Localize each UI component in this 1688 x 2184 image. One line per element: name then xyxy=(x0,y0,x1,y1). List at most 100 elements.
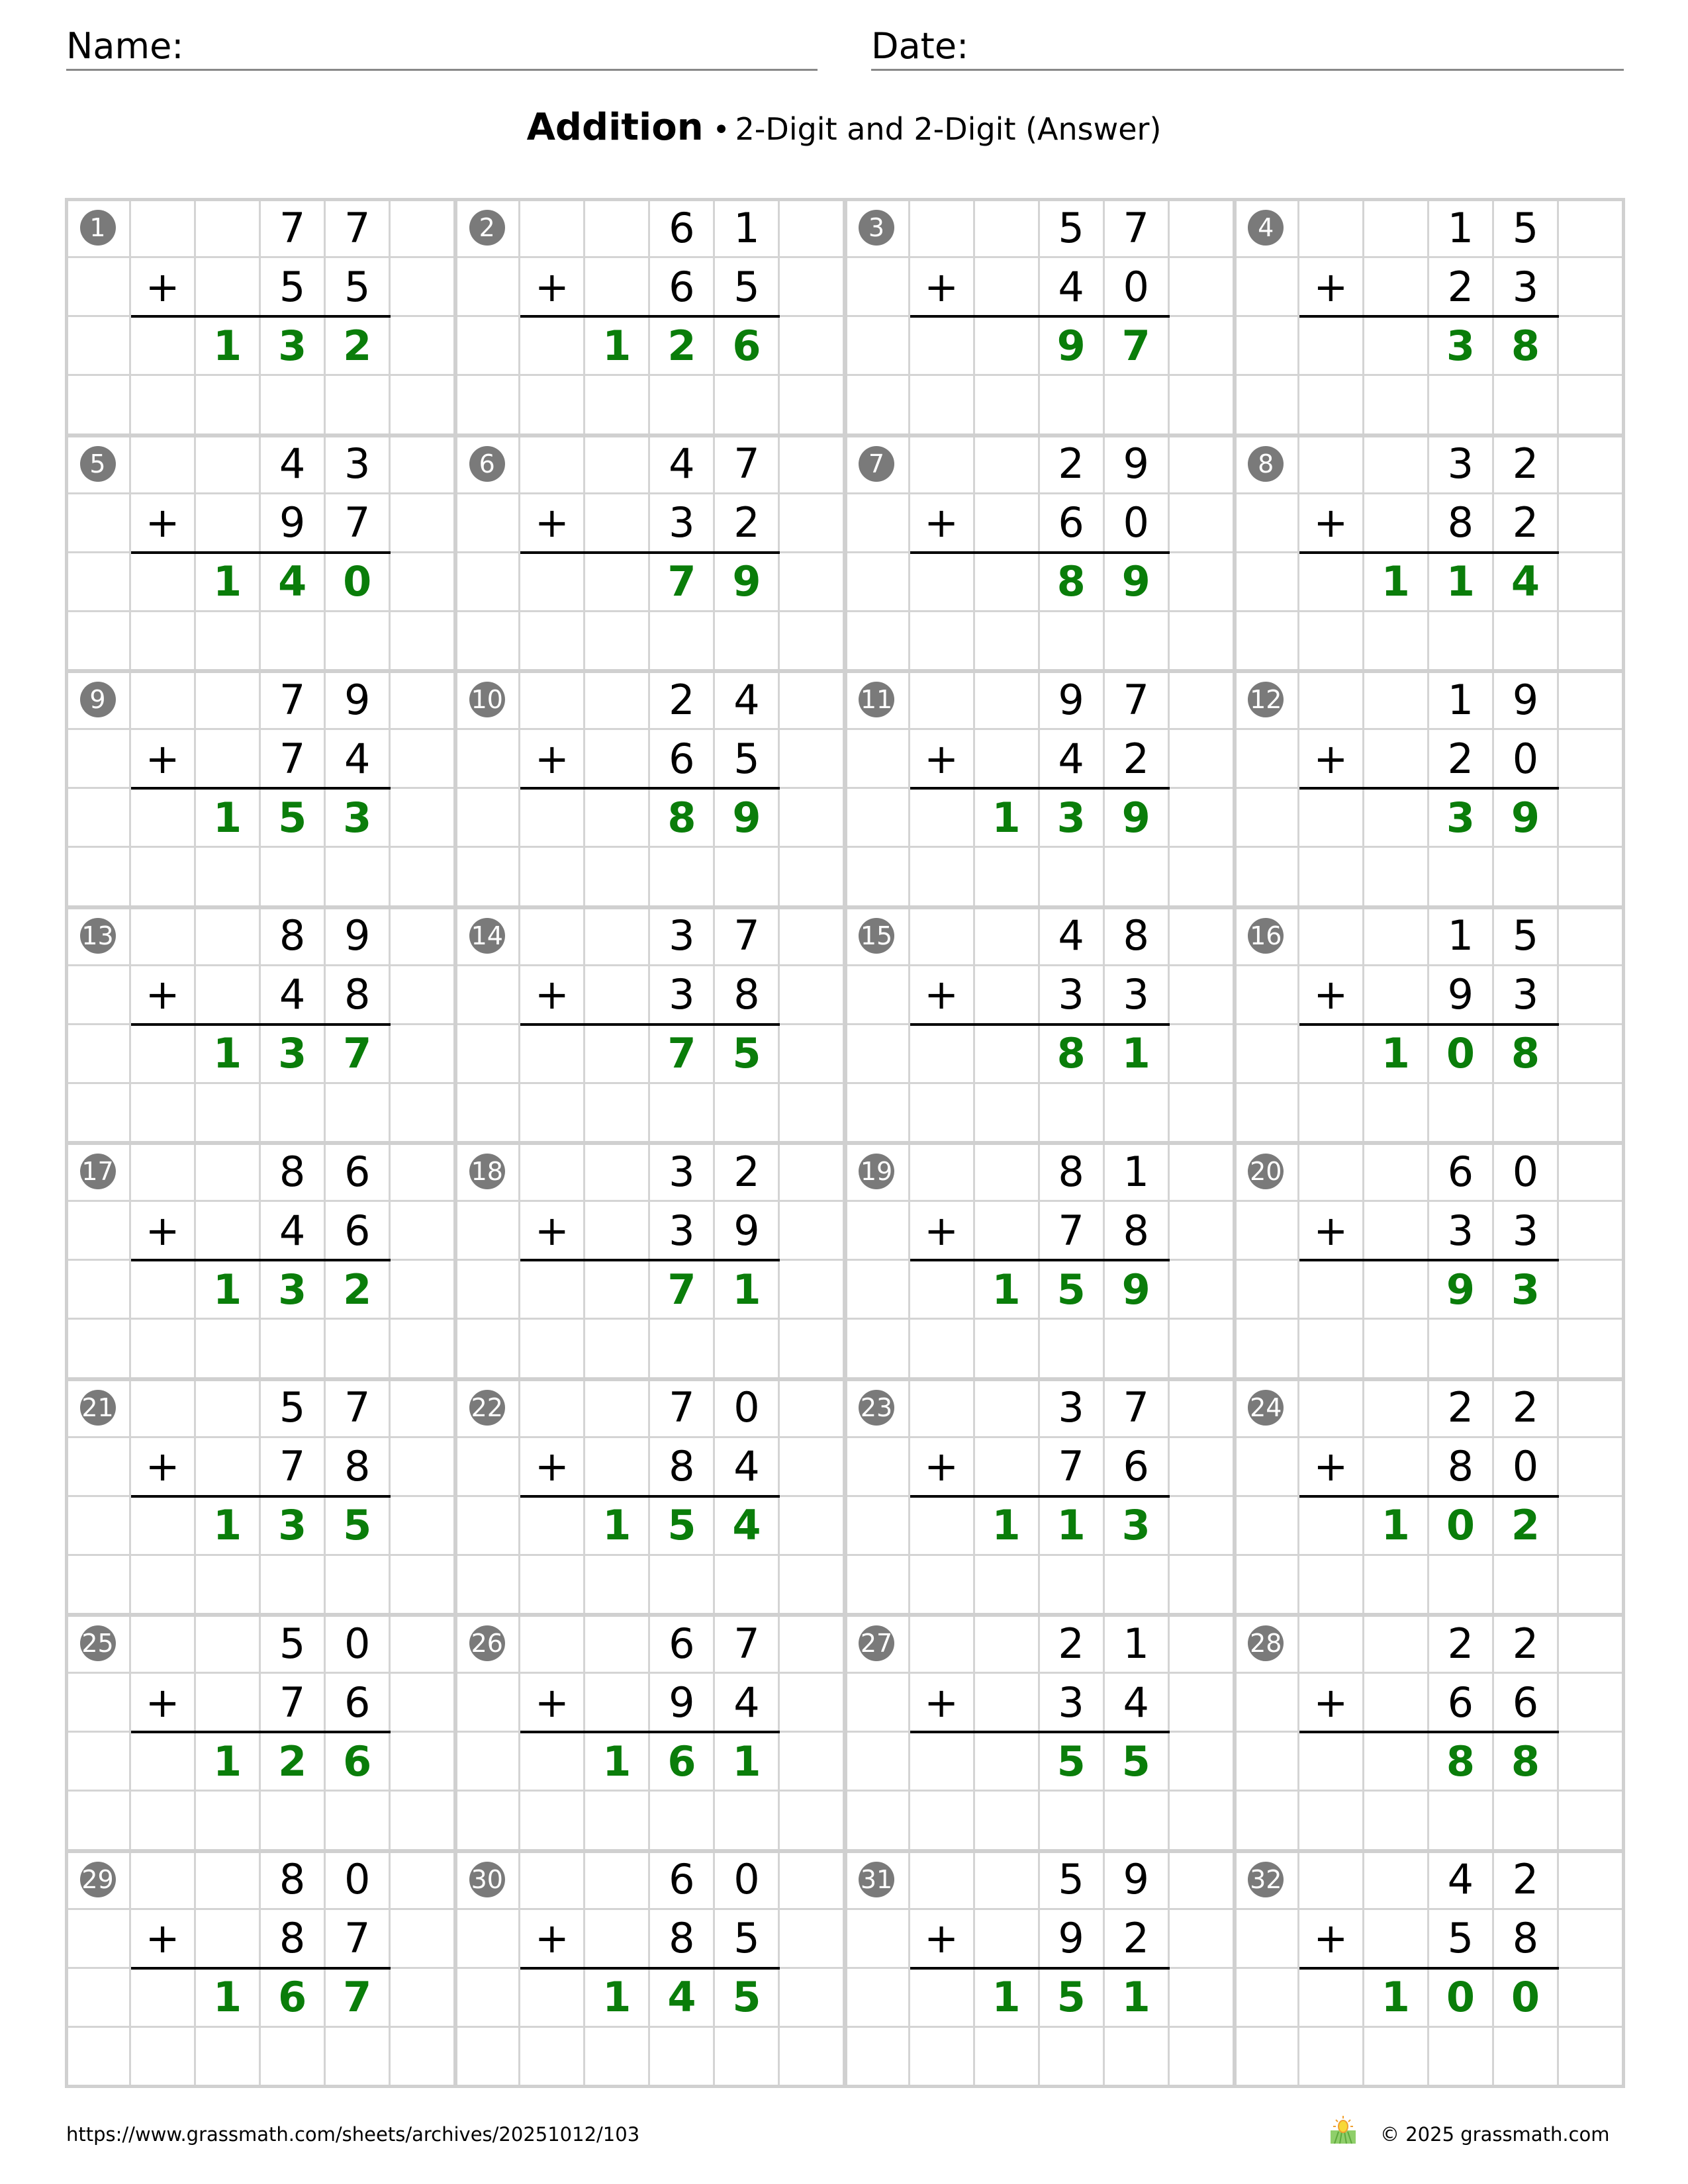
grid-cell xyxy=(585,1143,651,1203)
grid-cell: 6 xyxy=(1429,1143,1494,1203)
grid-cell xyxy=(974,1202,1040,1261)
grid-cell: 6 xyxy=(650,1615,716,1674)
grid-cell: + xyxy=(1299,1674,1364,1733)
grid-cell xyxy=(585,1555,651,1615)
grid-cell xyxy=(326,1555,391,1615)
answer-digit: 8 xyxy=(1056,557,1086,606)
grid-cell: + xyxy=(131,1437,197,1497)
grid-cell xyxy=(845,317,910,377)
grid-cell xyxy=(1299,1792,1364,1851)
grid-cell: 5 xyxy=(715,1968,780,2028)
grid-cell xyxy=(1493,376,1559,435)
grid-cell: 2 xyxy=(1429,1615,1494,1674)
addend-2-digit: 7 xyxy=(279,1678,306,1727)
grid-cell: 2 xyxy=(1429,1379,1494,1438)
grid-cell xyxy=(585,1909,651,1969)
problem-8: 8 3 2 +8 2 1 1 4 xyxy=(1233,433,1625,672)
grid-cell: 1 xyxy=(974,1496,1040,1556)
problem-number-badge: 30 xyxy=(469,1861,505,1897)
name-field[interactable]: Name: xyxy=(66,24,818,71)
plus-sign: + xyxy=(145,262,180,311)
plus-sign: + xyxy=(924,498,959,547)
grid-cell xyxy=(1429,2027,1494,2087)
problem-number-badge: 31 xyxy=(859,1861,895,1897)
grid-cell xyxy=(196,1320,261,1379)
grid-cell xyxy=(910,1024,975,1084)
sum-line xyxy=(910,1966,1170,1970)
grid-cell xyxy=(845,376,910,435)
addend-2-digit: 3 xyxy=(669,970,695,1019)
problem-number-badge: 29 xyxy=(79,1861,116,1897)
grid-cell xyxy=(780,1202,845,1261)
grid-cell xyxy=(1364,1379,1429,1438)
grid-cell: 7 xyxy=(1104,199,1170,259)
grid-cell xyxy=(585,789,651,848)
grid-cell: 2 xyxy=(1493,1496,1559,1556)
grid-cell: + xyxy=(520,966,586,1025)
grid-cell xyxy=(1429,1083,1494,1143)
grid-cell xyxy=(845,1261,910,1320)
sum-line xyxy=(910,1023,1170,1026)
grid-cell xyxy=(1234,1261,1299,1320)
answer-digit: 9 xyxy=(1121,557,1150,606)
sum-line xyxy=(910,551,1170,554)
grid-cell xyxy=(391,199,456,259)
grid-cell xyxy=(131,376,197,435)
grid-cell xyxy=(66,1261,132,1320)
footer-url[interactable]: https://www.grassmath.com/sheets/archive… xyxy=(66,2123,640,2146)
answer-digit: 1 xyxy=(213,321,242,370)
answer-digit: 3 xyxy=(278,1265,307,1314)
addend-1-digit: 3 xyxy=(669,1147,695,1196)
grid-cell xyxy=(1234,1555,1299,1615)
grid-cell: 8 xyxy=(1039,1143,1105,1203)
grid-cell: 9 xyxy=(1039,317,1105,377)
grid-cell: + xyxy=(131,966,197,1025)
addend-1-digit: 4 xyxy=(1447,1855,1474,1904)
grid-cell xyxy=(1039,376,1105,435)
grid-cell: 2 xyxy=(1104,1909,1170,1969)
grid-cell xyxy=(455,317,521,377)
addend-2-digit: 3 xyxy=(1058,1678,1084,1727)
grid-cell xyxy=(1299,1261,1364,1320)
addend-2-digit: 4 xyxy=(279,970,306,1019)
answer-digit: 1 xyxy=(1381,1973,1410,2022)
grid-cell xyxy=(131,789,197,848)
problem-3: 3 5 7 +4 0 9 7 xyxy=(843,198,1236,437)
grid-cell xyxy=(1234,553,1299,612)
addend-2-digit: 5 xyxy=(344,262,371,311)
grid-cell xyxy=(391,1968,456,2028)
grid-cell: 1 xyxy=(1364,553,1429,612)
answer-digit: 6 xyxy=(343,1737,372,1786)
answer-digit: 3 xyxy=(1121,1501,1150,1550)
grid-cell xyxy=(391,848,456,907)
grid-cell: 1 xyxy=(196,1733,261,1792)
grid-cell xyxy=(910,1143,975,1203)
grid-cell xyxy=(1558,494,1624,553)
grid-cell xyxy=(520,612,586,671)
grid-cell: 9 xyxy=(1039,671,1105,731)
date-field[interactable]: Date: xyxy=(871,24,1624,71)
addend-1-digit: 7 xyxy=(279,675,306,724)
grid-cell xyxy=(780,789,845,848)
grid-cell: 21 xyxy=(66,1379,132,1438)
grid-cell: 2 xyxy=(715,494,780,553)
grid-cell xyxy=(1429,848,1494,907)
grid-cell: 3 xyxy=(261,1024,326,1084)
answer-digit: 3 xyxy=(1446,793,1475,842)
answer-digit: 3 xyxy=(1446,321,1475,370)
answer-digit: 0 xyxy=(1446,1501,1475,1550)
grid-cell xyxy=(1493,1083,1559,1143)
grid-cell: 7 xyxy=(326,494,391,553)
grid-cell: 10 xyxy=(455,671,521,731)
grid-cell xyxy=(1299,848,1364,907)
grid-cell xyxy=(1364,730,1429,790)
addend-1-digit: 1 xyxy=(733,203,760,252)
grid-cell: 20 xyxy=(1234,1143,1299,1203)
plus-sign: + xyxy=(924,734,959,783)
plus-sign: + xyxy=(924,1442,959,1491)
grid-cell xyxy=(974,2027,1040,2087)
problem-number-badge: 6 xyxy=(469,445,505,482)
answer-digit: 9 xyxy=(1121,1265,1150,1314)
grid-cell xyxy=(1104,1320,1170,1379)
grid-cell: 7 xyxy=(650,1261,716,1320)
